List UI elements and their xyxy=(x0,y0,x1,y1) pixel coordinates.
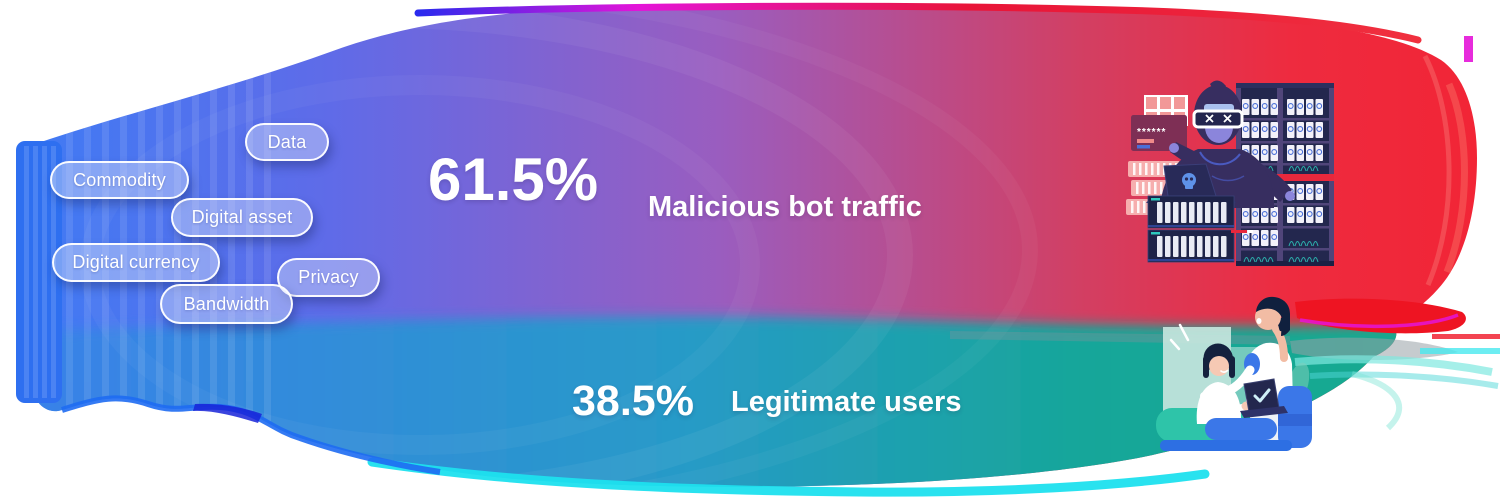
hacker-goggles-icon xyxy=(1192,109,1244,129)
floor-strip xyxy=(1160,440,1292,451)
legitimate-users-illustration xyxy=(1156,296,1312,451)
tag-digital-currency: Digital currency xyxy=(52,243,220,282)
legitimate-percentage: 38.5% xyxy=(572,377,694,425)
card-mask-text: ****** xyxy=(1137,127,1166,138)
hacker-illustration: ****** xyxy=(1126,80,1334,266)
tag-data: Data xyxy=(245,123,329,161)
legitimate-label: Legitimate users xyxy=(731,386,962,418)
server-units xyxy=(1147,195,1253,263)
tag-privacy: Privacy xyxy=(277,258,380,297)
tag-bandwidth: Bandwidth xyxy=(160,284,293,324)
malicious-percentage: 61.5% xyxy=(428,146,599,213)
woman-figure xyxy=(1196,343,1277,440)
tag-digital-asset: Digital asset xyxy=(171,198,313,237)
check-laptop-icon xyxy=(1240,378,1288,418)
malicious-label: Malicious bot traffic xyxy=(648,191,922,223)
tag-commodity: Commodity xyxy=(50,161,189,199)
sparkle-icon xyxy=(1169,323,1190,351)
